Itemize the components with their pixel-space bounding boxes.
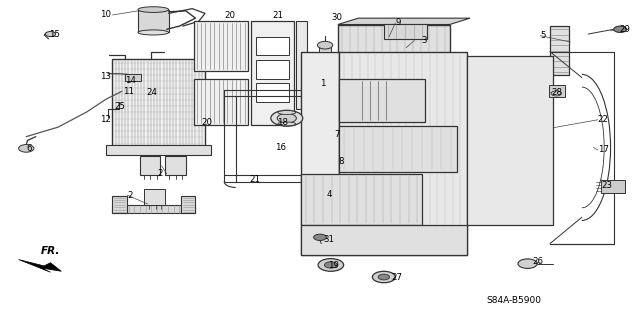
Bar (251, 21, 294, 124)
Circle shape (271, 110, 303, 126)
Bar (256, 83, 289, 102)
Ellipse shape (278, 122, 296, 126)
Text: 21: 21 (272, 11, 283, 20)
Bar (145, 189, 165, 204)
Text: 20: 20 (224, 11, 236, 20)
Text: 8: 8 (338, 157, 344, 166)
Circle shape (372, 271, 396, 283)
Text: 31: 31 (323, 235, 334, 244)
Circle shape (277, 114, 296, 123)
Circle shape (614, 26, 627, 33)
Bar (193, 21, 248, 70)
Bar (548, 85, 564, 97)
Text: 14: 14 (125, 76, 136, 85)
Bar (106, 145, 211, 155)
Circle shape (518, 259, 537, 269)
Bar (138, 10, 169, 33)
Text: 2: 2 (127, 190, 132, 200)
Bar (193, 78, 248, 124)
Bar (301, 225, 467, 255)
Circle shape (318, 259, 344, 271)
Bar (384, 24, 428, 39)
Bar (315, 60, 340, 78)
Bar (125, 74, 141, 81)
Text: 3: 3 (421, 36, 426, 45)
Text: 4: 4 (326, 190, 332, 199)
Bar (338, 25, 450, 55)
Text: 19: 19 (328, 261, 339, 271)
Text: 25: 25 (115, 102, 125, 111)
Bar (181, 196, 195, 213)
Text: 15: 15 (49, 30, 60, 39)
Ellipse shape (138, 7, 169, 12)
Bar (319, 45, 332, 51)
Circle shape (19, 145, 34, 152)
Text: 22: 22 (598, 115, 609, 124)
Bar (339, 51, 467, 255)
Bar (296, 21, 307, 109)
Bar (140, 156, 161, 175)
Text: S84A-B5900: S84A-B5900 (486, 296, 541, 305)
Text: FR.: FR. (41, 246, 60, 256)
Text: 23: 23 (601, 181, 612, 190)
Circle shape (378, 274, 390, 280)
Text: 28: 28 (551, 88, 562, 97)
Text: 30: 30 (332, 13, 342, 22)
Text: 11: 11 (124, 87, 134, 96)
Text: 26: 26 (532, 257, 543, 266)
Polygon shape (301, 51, 339, 255)
Text: 18: 18 (276, 117, 287, 127)
Text: 24: 24 (147, 88, 157, 97)
Ellipse shape (278, 111, 296, 115)
Circle shape (317, 41, 333, 49)
Text: 29: 29 (619, 26, 630, 34)
Bar (467, 56, 553, 225)
Text: 5: 5 (540, 31, 546, 40)
Bar (166, 156, 186, 175)
Text: 27: 27 (392, 273, 403, 282)
Ellipse shape (138, 30, 169, 35)
Polygon shape (338, 18, 470, 25)
Bar (113, 59, 205, 147)
Polygon shape (19, 260, 61, 272)
Bar (601, 180, 625, 193)
Circle shape (314, 234, 326, 241)
Circle shape (551, 91, 561, 96)
Bar (301, 174, 422, 225)
Text: 16: 16 (275, 143, 286, 152)
Bar (256, 60, 289, 78)
Bar (256, 37, 289, 55)
Text: 6: 6 (26, 144, 32, 153)
Text: 10: 10 (100, 11, 111, 19)
Text: 21: 21 (250, 175, 260, 184)
Text: 17: 17 (598, 145, 609, 154)
Text: 20: 20 (201, 117, 212, 127)
Text: 2: 2 (157, 169, 163, 178)
Text: 9: 9 (396, 19, 401, 27)
Bar (113, 204, 195, 213)
Text: 7: 7 (334, 130, 340, 139)
Circle shape (45, 32, 56, 37)
Bar (339, 79, 426, 122)
Text: 13: 13 (100, 72, 111, 81)
Text: 12: 12 (100, 115, 111, 124)
Bar (113, 196, 127, 213)
Bar (339, 125, 458, 172)
Bar (550, 26, 569, 75)
Circle shape (324, 262, 337, 268)
Text: 1: 1 (320, 79, 326, 88)
